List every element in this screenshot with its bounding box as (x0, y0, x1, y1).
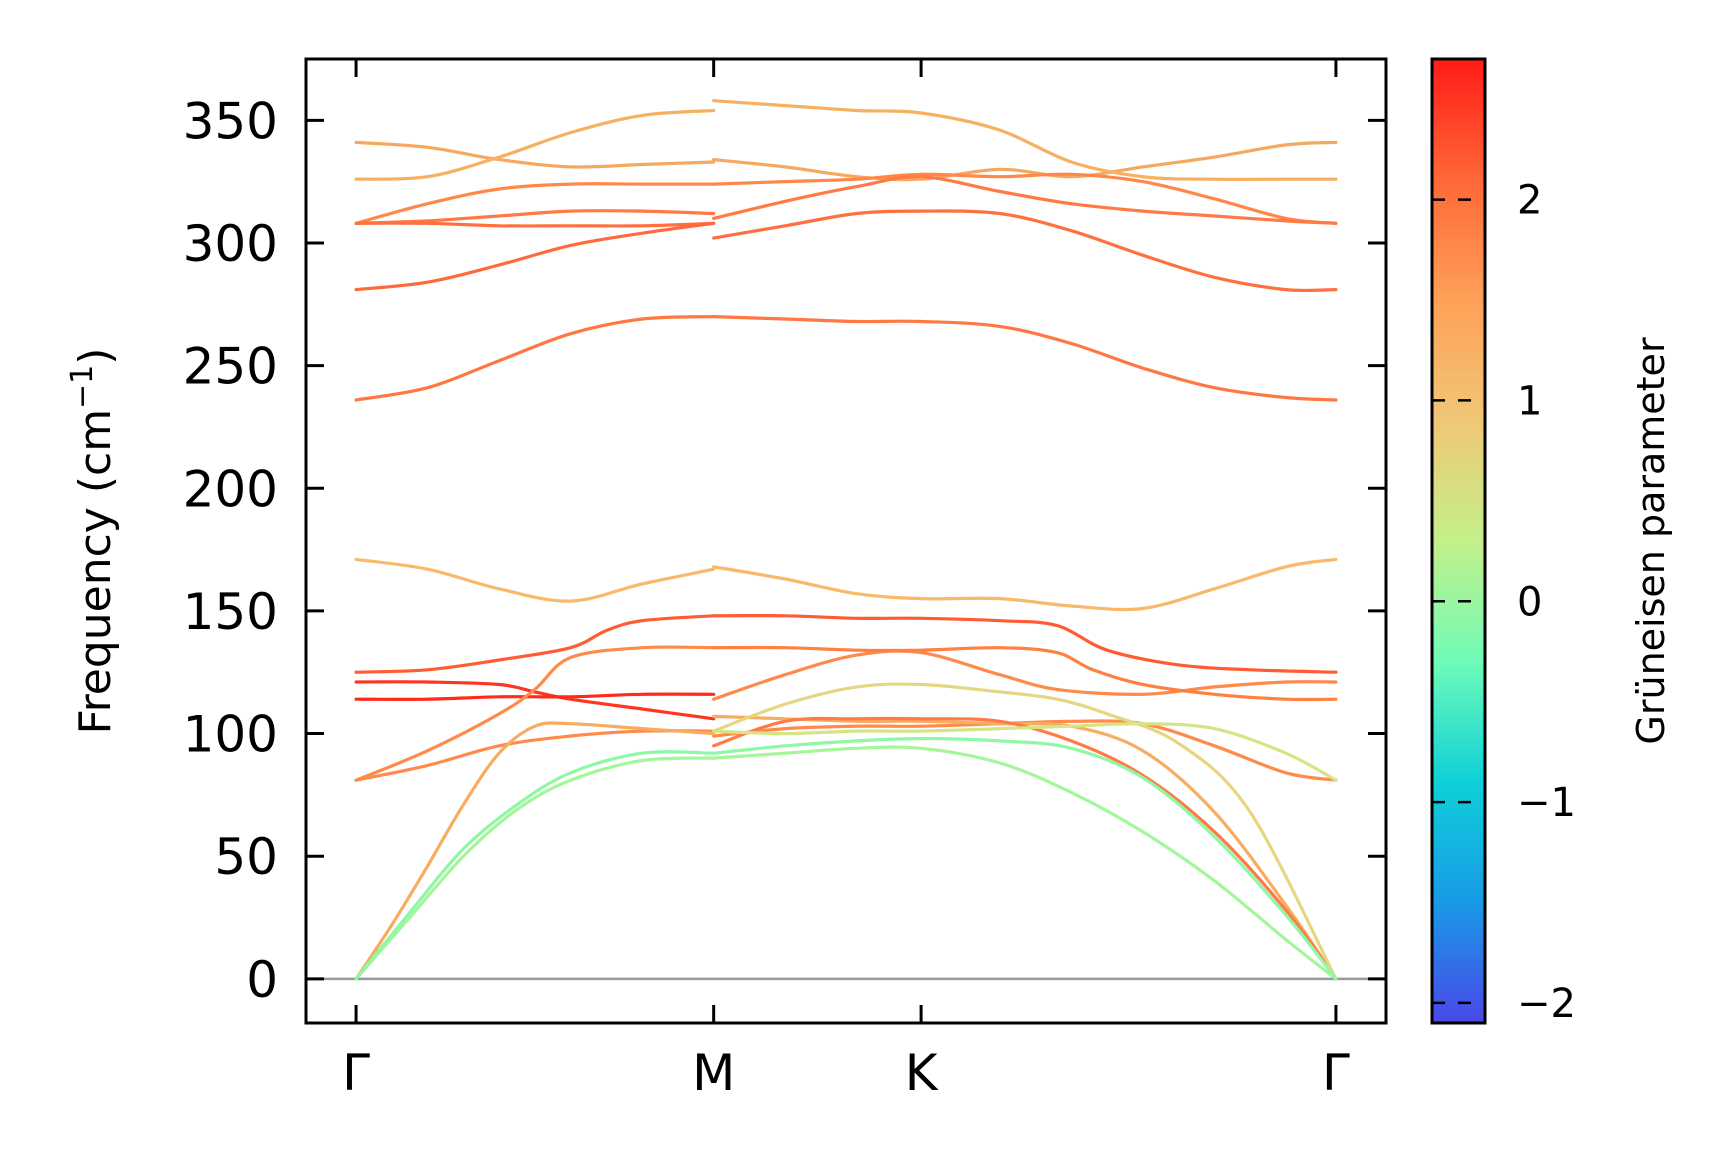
y-tick-label-100: 100 (183, 706, 278, 764)
band-14-segment-0 (354, 721, 716, 981)
band-11-segment-0 (354, 645, 716, 782)
colorbar: −2 −1 0 1 2 (1430, 57, 1576, 1027)
band-5-segment-0 (354, 221, 716, 292)
band-18-segment-1 (712, 736, 1338, 981)
colorbar-tick-label-3: 1 (1517, 378, 1542, 424)
band-2-segment-0 (354, 182, 716, 225)
band-19-segment-0 (712, 722, 1338, 782)
band-4-segment-0 (354, 221, 716, 228)
band-0-segment-1 (712, 140, 1338, 182)
y-tick-label-250: 250 (183, 338, 278, 396)
band-15-segment-0 (712, 716, 1338, 981)
band-0-segment-0 (354, 140, 716, 169)
x-tick-label-3: Γ (1322, 1044, 1350, 1102)
band-2-segment-1 (712, 172, 1338, 225)
y-tick-label-350: 350 (183, 92, 278, 150)
band-1-segment-1 (712, 99, 1338, 181)
band-13-segment-0 (354, 729, 716, 782)
band-11-segment-1 (712, 649, 1338, 701)
y-tick-label-300: 300 (183, 215, 278, 273)
band-10-segment-0 (354, 692, 716, 701)
colorbar-tick-label-0: −2 (1517, 981, 1576, 1027)
band-7-segment-1 (712, 557, 1338, 612)
band-9-segment-0 (354, 680, 716, 721)
band-6-segment-1 (712, 315, 1338, 402)
band-3-segment-1 (712, 175, 1338, 225)
plot-background (306, 59, 1386, 1023)
colorbar-gradient-bar (1432, 59, 1485, 1023)
y-tick-label-150: 150 (183, 583, 278, 641)
band-17-segment-1 (712, 745, 1338, 981)
colorbar-frame (1430, 57, 1487, 1025)
y-axis-title: Frequency (cm−1) (65, 348, 121, 735)
band-12-segment-0 (712, 645, 1338, 702)
band-14-segment-1 (712, 714, 1338, 981)
band-16-segment-0 (712, 682, 1338, 981)
x-tick-label-2: K (905, 1044, 939, 1102)
band-7-segment-0 (354, 557, 716, 603)
colorbar-tick-label-1: −1 (1517, 780, 1576, 826)
colorbar-tick-label-2: 0 (1517, 579, 1542, 625)
plot-area (304, 57, 1388, 1025)
y-axis-title-main: Frequency (cm (70, 409, 121, 735)
y-tick-label-200: 200 (183, 460, 278, 518)
band-8-segment-1 (712, 614, 1338, 674)
y-tick-label-50: 50 (214, 828, 278, 886)
y-tick-label-0: 0 (246, 951, 278, 1009)
band-17-segment-0 (354, 756, 716, 981)
colorbar-title: Grüneisen parameter (1629, 337, 1673, 745)
band-3-segment-0 (354, 209, 716, 225)
x-tick-label-1: M (692, 1044, 735, 1102)
colorbar-tick-label-4: 2 (1517, 178, 1542, 224)
band-6-segment-0 (354, 315, 716, 402)
band-8-segment-0 (354, 614, 716, 674)
y-axis-title-sup: −1 (65, 365, 100, 409)
plot-frame (304, 57, 1388, 1025)
band-18-segment-0 (354, 750, 716, 981)
band-4-segment-1 (712, 209, 1338, 293)
band-1-segment-0 (354, 108, 716, 181)
x-tick-label-0: Γ (342, 1044, 370, 1102)
y-axis-title-close: ) (70, 348, 121, 365)
